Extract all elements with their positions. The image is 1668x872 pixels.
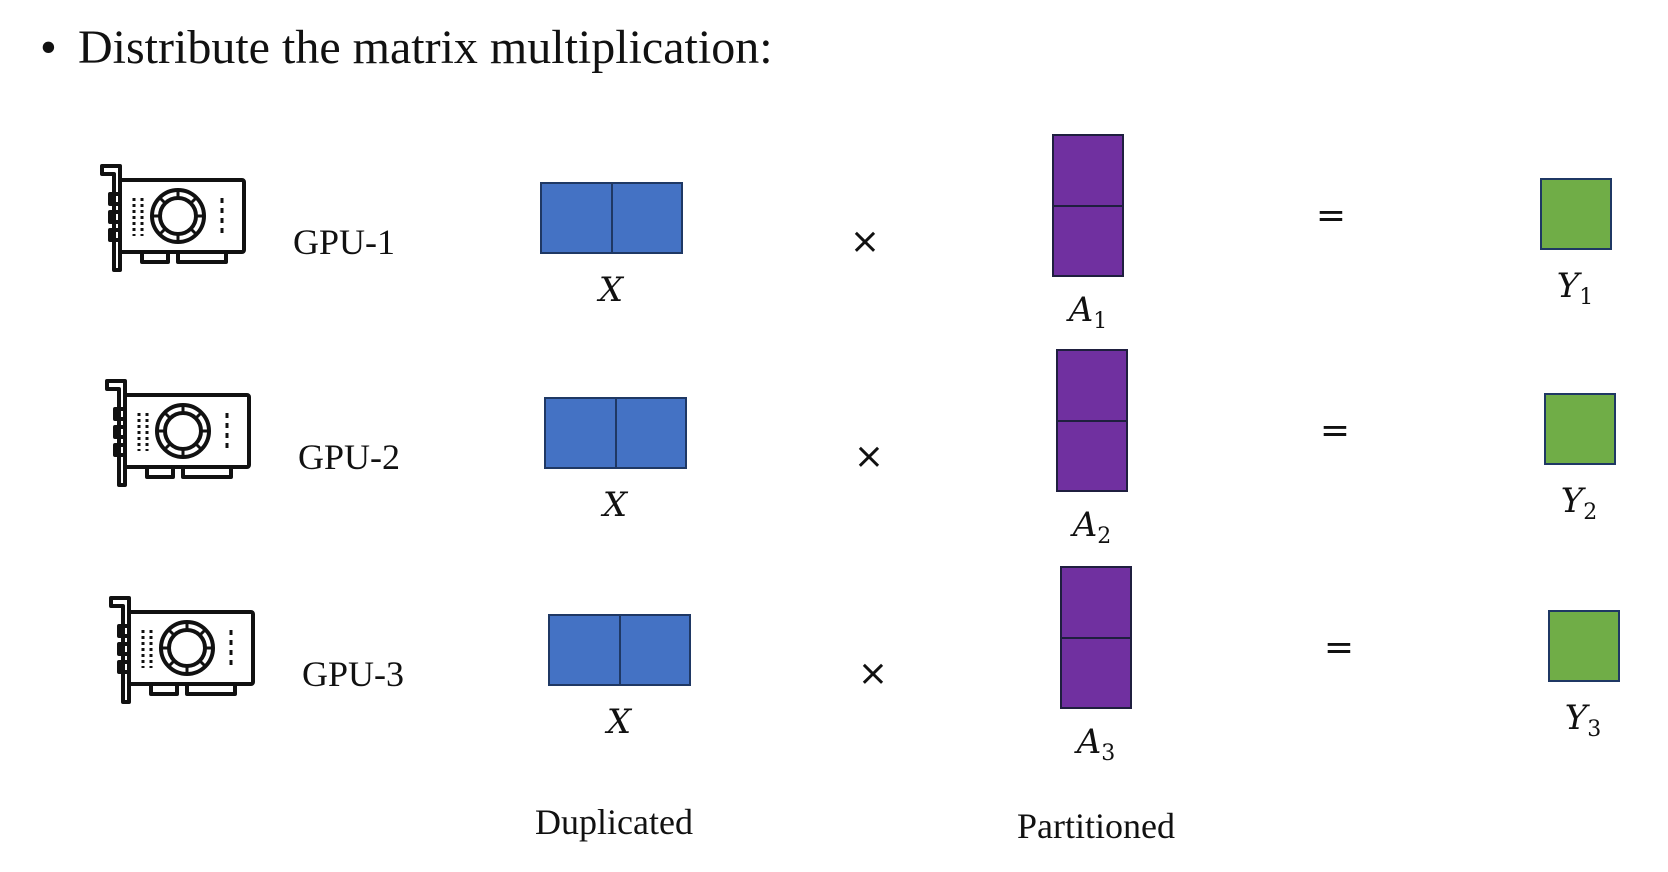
a-label-subscript: 1 [1093,309,1108,334]
gpu-row-1: GPU-1 X × A1 = Y1 [0,120,1668,333]
x-matrix [540,182,683,254]
a-matrix [1052,134,1124,277]
x-label: X [602,485,628,525]
gpu-label: GPU-2 [298,437,401,477]
equals-sign: = [1319,410,1351,451]
gpu-card-icon [105,379,251,487]
gpu-label: GPU-3 [302,654,405,694]
y-matrix [1544,393,1616,465]
y-label-subscript: 1 [1579,285,1594,310]
a-matrix [1056,349,1128,492]
slide-title: • Distribute the matrix multiplication: [40,18,773,78]
x-label: X [606,702,632,742]
x-matrix [544,397,687,469]
y-matrix [1548,610,1620,682]
times-sign: × [857,653,889,694]
y-matrix [1540,178,1612,250]
a-label: A3 [1056,722,1136,765]
a-label-base: A [1068,290,1094,330]
y-label-base: Y [1556,266,1580,306]
y-label: Y2 [1539,481,1619,524]
a-matrix-divider [1058,420,1126,422]
a-label-subscript: 2 [1097,524,1112,549]
y-label: Y3 [1543,698,1623,741]
gpu-row-2: GPU-2 X × A2 = Y2 [0,335,1668,548]
gpu-label: GPU-1 [293,222,396,262]
a-matrix-divider [1062,637,1130,639]
gpu-card-icon [100,164,246,272]
a-matrix [1060,566,1132,709]
times-sign: × [849,221,881,262]
y-label: Y1 [1535,266,1615,309]
a-label-base: A [1072,505,1098,545]
bullet: • [40,21,57,74]
equals-sign: = [1315,195,1347,236]
x-label: X [598,270,624,310]
a-matrix-divider [1054,205,1122,207]
y-label-subscript: 3 [1587,717,1602,742]
y-label-base: Y [1564,698,1588,738]
title-text: Distribute the matrix multiplication: [78,21,773,74]
duplicated-caption: Duplicated [535,802,693,842]
gpu-row-3: GPU-3 X × A3 = Y3 [0,552,1668,765]
gpu-card-icon [109,596,255,704]
y-label-base: Y [1560,481,1584,521]
y-label-subscript: 2 [1583,500,1598,525]
x-matrix-divider [615,399,617,467]
equals-sign: = [1323,627,1355,668]
times-sign: × [853,436,885,477]
x-matrix-divider [611,184,613,252]
a-label: A1 [1048,290,1128,333]
x-matrix [548,614,691,686]
x-matrix-divider [619,616,621,684]
a-label-base: A [1076,722,1102,762]
partitioned-caption: Partitioned [1017,806,1175,846]
a-label-subscript: 3 [1101,741,1116,766]
a-label: A2 [1052,505,1132,548]
